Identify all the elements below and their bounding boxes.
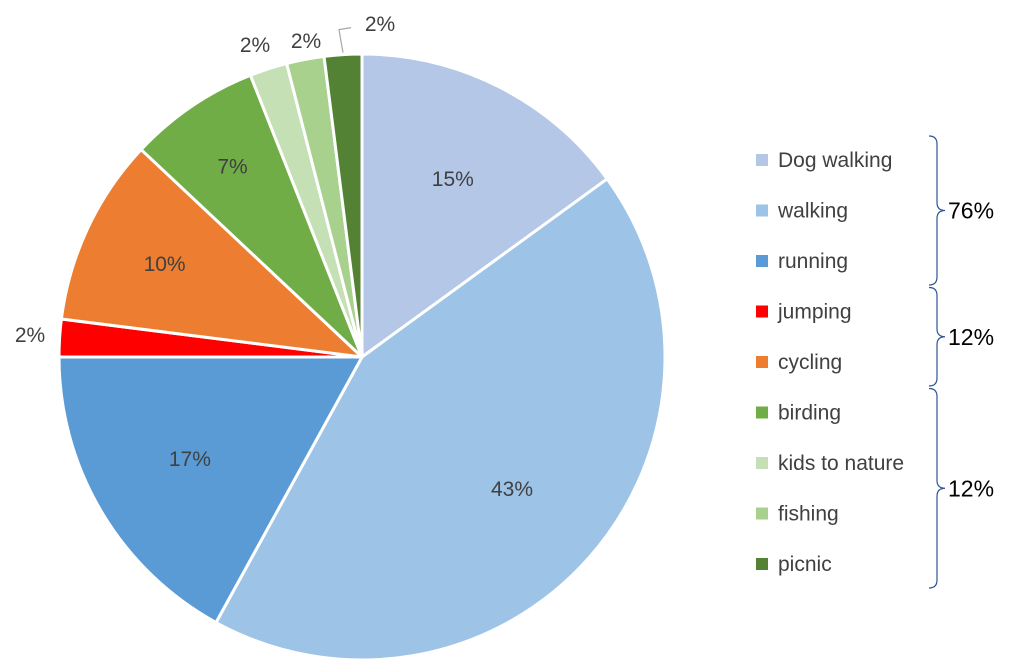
pie-slices bbox=[57, 52, 667, 662]
legend-label-dog-walking: Dog walking bbox=[778, 149, 892, 172]
legend-swatch-walking bbox=[756, 204, 768, 217]
data-label-jumping: 2% bbox=[15, 324, 45, 347]
data-labels: 15% 43% 17% 2% 10% 7% 2% 2% 2% bbox=[15, 13, 533, 501]
data-label-fishing: 2% bbox=[291, 30, 321, 53]
legend-label-kids-to-nature: kids to nature bbox=[778, 452, 904, 475]
legend-swatch-cycling bbox=[756, 356, 768, 368]
legend-label-jumping: jumping bbox=[777, 301, 852, 324]
group-total-2: 12% bbox=[948, 324, 994, 350]
legend-swatch-dog-walking bbox=[756, 154, 768, 166]
group-total-3: 12% bbox=[948, 475, 994, 501]
data-label-running: 17% bbox=[169, 448, 211, 471]
legend-label-fishing: fishing bbox=[778, 503, 839, 526]
slice-dog-walking bbox=[360, 52, 609, 359]
slice-cycling bbox=[59, 148, 364, 359]
data-label-birding: 7% bbox=[217, 156, 247, 179]
legend-label-running: running bbox=[778, 250, 848, 273]
group-total-1: 76% bbox=[948, 198, 994, 224]
data-label-cycling: 10% bbox=[144, 253, 186, 276]
legend-swatch-running bbox=[756, 255, 768, 267]
data-label-picnic: 2% bbox=[365, 13, 395, 36]
legend-swatch-fishing bbox=[756, 507, 768, 520]
legend-swatch-birding bbox=[756, 406, 768, 419]
group-bracket-1 bbox=[928, 135, 946, 286]
legend-swatch-picnic bbox=[756, 558, 768, 570]
data-label-walking: 43% bbox=[491, 478, 533, 501]
legend-label-cycling: cycling bbox=[778, 351, 842, 374]
slice-walking bbox=[214, 177, 667, 662]
leader-lines bbox=[338, 27, 352, 53]
slice-picnic bbox=[322, 52, 364, 359]
legend-label-birding: birding bbox=[778, 402, 841, 425]
data-label-dog-walking: 15% bbox=[432, 168, 474, 191]
legend-swatch-kids-to-nature bbox=[756, 457, 768, 469]
slice-birding bbox=[139, 73, 364, 359]
legend-swatch-jumping bbox=[756, 305, 768, 318]
slice-running bbox=[57, 355, 364, 625]
legend-group-brackets: 76% 12% 12% bbox=[928, 135, 994, 589]
legend: Dog walking walking running jumping cycling b… bbox=[756, 149, 904, 576]
data-label-kids-to-nature: 2% bbox=[240, 34, 270, 57]
group-bracket-3 bbox=[928, 387, 946, 589]
leader-line-picnic bbox=[338, 27, 352, 53]
legend-label-picnic: picnic bbox=[778, 553, 832, 576]
legend-label-walking: walking bbox=[777, 200, 848, 223]
group-bracket-2 bbox=[928, 286, 946, 387]
